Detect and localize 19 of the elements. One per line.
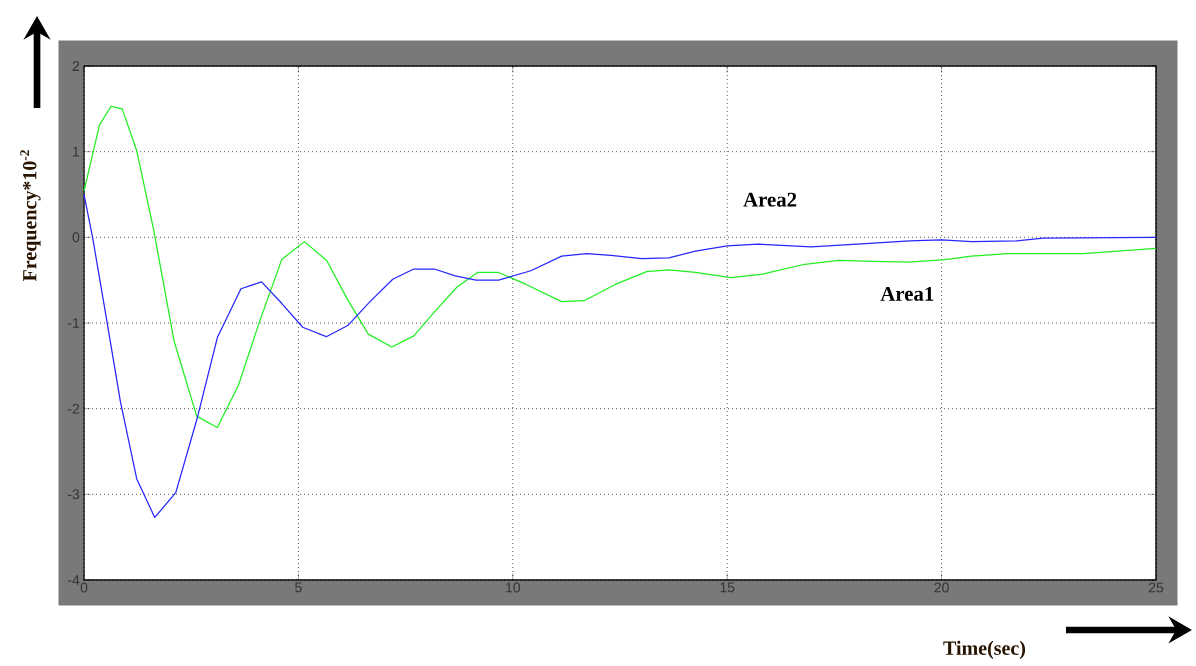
x-tick-label: 5: [295, 582, 302, 593]
series-label: Area1: [880, 286, 934, 301]
x-tick-label: 0: [80, 582, 88, 593]
x-tick-label: 25: [1148, 582, 1164, 593]
y-tick-label: -3: [67, 489, 80, 500]
x-tick-label: 15: [720, 582, 735, 593]
x-axis-title: Time(sec): [943, 640, 1026, 659]
series-label: Area2: [743, 192, 797, 207]
y-axis-title: Frequency*10$^{-2}$: [20, 150, 41, 282]
y-tick-label: -2: [67, 403, 80, 414]
y-tick-label: 2: [72, 61, 80, 71]
y-tick-label: -1: [67, 318, 80, 328]
y-tick-label: 0: [72, 232, 80, 243]
line-series: [83, 193, 1157, 519]
y-tick-label: -4: [67, 575, 80, 585]
x-tick-label: 20: [934, 582, 949, 593]
line-series: [83, 105, 1157, 429]
x-tick-label: 10: [506, 582, 521, 593]
y-tick-label: 1: [73, 146, 80, 157]
